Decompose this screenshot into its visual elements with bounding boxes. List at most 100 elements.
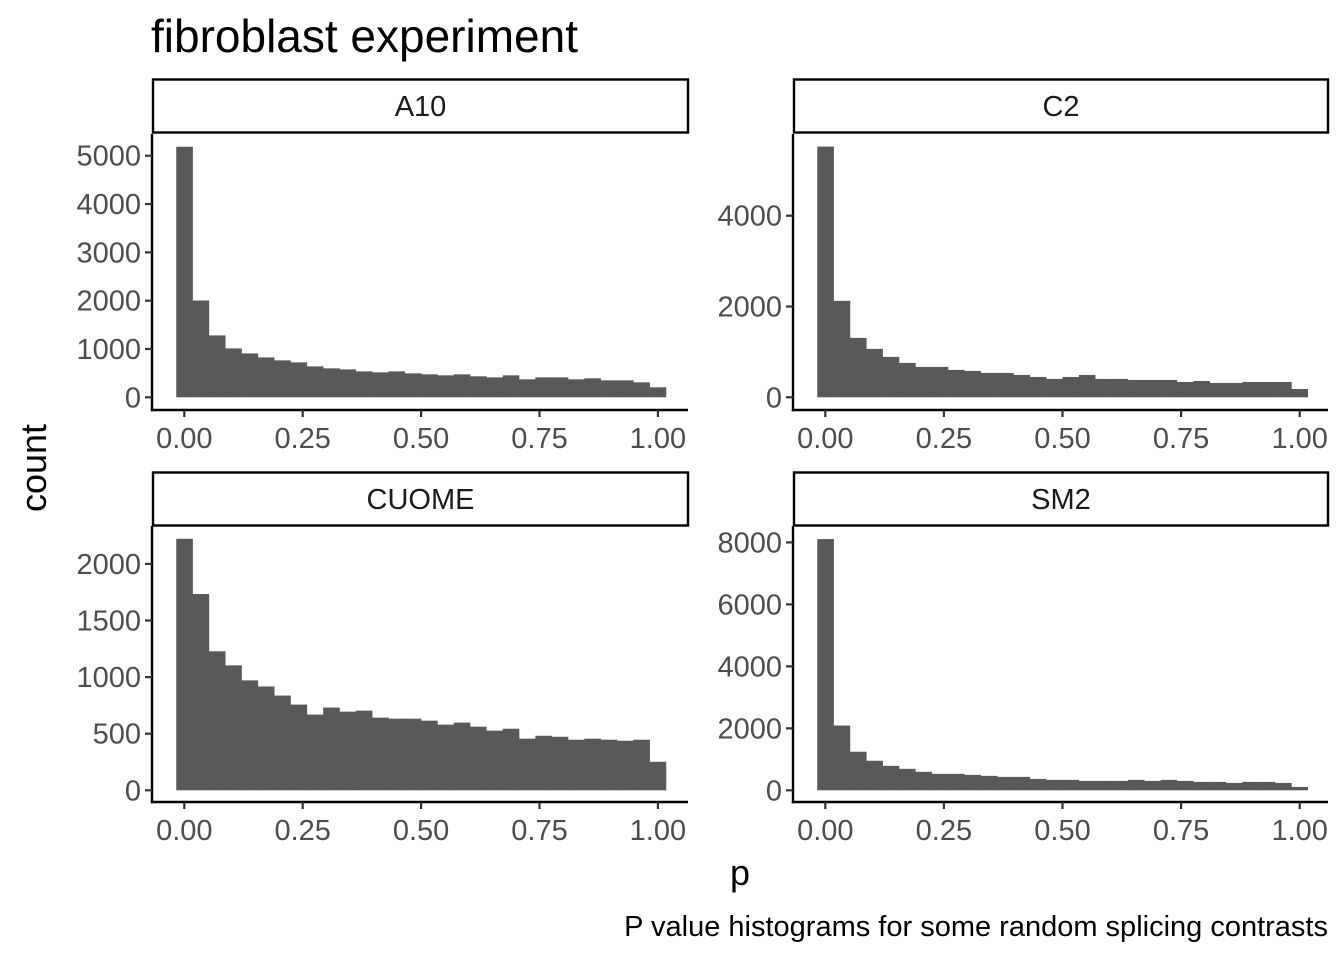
x-tick-label: 0.50	[1034, 423, 1090, 455]
histogram-bar	[980, 775, 998, 791]
histogram-bar	[1111, 378, 1129, 398]
histogram-bar	[421, 374, 438, 398]
histogram-bar	[568, 739, 585, 791]
y-tick-label: 4000	[76, 189, 141, 221]
histogram-bar	[339, 711, 357, 791]
histogram-bar	[519, 379, 536, 398]
histogram-bar	[616, 740, 634, 791]
histogram-bar	[1291, 388, 1309, 398]
facet-strip	[151, 471, 690, 527]
x-tick-label: 0.50	[393, 815, 449, 847]
histogram-bar	[225, 348, 242, 398]
histogram-bar	[257, 357, 275, 398]
facet-strip-label: SM2	[1031, 484, 1091, 516]
histogram-bar	[882, 765, 900, 791]
x-axis-title: p	[730, 852, 750, 893]
histogram-bar	[1127, 779, 1145, 791]
y-tick-label: 0	[766, 382, 782, 414]
histogram-bar	[1226, 382, 1243, 398]
histogram-bar	[355, 371, 373, 398]
histogram-bar	[421, 720, 438, 791]
histogram-bar	[649, 761, 667, 791]
histogram-bar	[931, 366, 949, 398]
histogram-bar	[997, 776, 1014, 791]
histogram-bar	[1291, 786, 1309, 791]
histogram-bar	[1046, 779, 1063, 791]
x-tick-label: 0.25	[274, 423, 330, 455]
y-axis-title: count	[13, 424, 54, 512]
x-tick-label: 0.00	[156, 423, 212, 455]
histogram-bar	[1111, 780, 1129, 791]
histogram-bar	[437, 724, 455, 791]
histogram-bar	[1144, 379, 1161, 398]
histogram-bar	[915, 366, 932, 398]
facet-strip-label: A10	[395, 91, 447, 123]
facet-strip	[792, 471, 1330, 527]
histogram-bar	[1078, 374, 1096, 398]
histogram-bar	[551, 736, 569, 791]
facet-panel-cuome: CUOME 0 500 1000 1500 2000 0.00 0.25 0.50 0.75 1.…	[76, 471, 690, 847]
histogram-bar	[1127, 379, 1145, 398]
histogram-bar	[551, 377, 569, 398]
histogram-bar	[192, 300, 210, 398]
y-tick-label: 500	[93, 719, 141, 751]
x-tick-label: 0.00	[156, 815, 212, 847]
histogram-bar	[290, 362, 308, 398]
x-tick-label: 0.25	[274, 815, 330, 847]
histogram-bar	[997, 372, 1014, 398]
histogram-bar	[437, 375, 455, 398]
histogram-bar	[1144, 780, 1161, 791]
histogram-bar	[355, 710, 373, 791]
histogram-bar	[1078, 780, 1096, 791]
x-tick-label: 0.75	[511, 423, 567, 455]
y-tick-label: 2000	[717, 713, 782, 745]
histogram-bar	[1242, 781, 1260, 791]
histogram-bar	[600, 739, 618, 791]
histogram-bar	[964, 774, 982, 791]
x-tick-label: 0.00	[797, 423, 853, 455]
facet-strip-label: CUOME	[367, 484, 475, 516]
histogram-bar	[849, 751, 867, 791]
histogram-bar	[898, 768, 916, 791]
histogram-bar	[1095, 780, 1112, 791]
histogram-bar	[633, 382, 650, 398]
x-tick-label: 0.50	[1034, 815, 1090, 847]
histogram-bar	[833, 300, 851, 398]
histogram-bar	[616, 380, 634, 398]
histogram-bar	[1062, 779, 1080, 791]
histogram-bar	[866, 348, 883, 398]
histogram-bar	[948, 773, 965, 791]
x-tick-label: 0.75	[511, 815, 567, 847]
histogram-bar	[1258, 781, 1276, 791]
histogram-bar	[306, 366, 324, 398]
histogram-bar	[257, 686, 275, 791]
x-tick-label: 1.00	[630, 423, 686, 455]
histogram-bar	[964, 370, 982, 398]
x-tick-label: 0.25	[916, 423, 972, 455]
histogram-bar	[600, 380, 618, 398]
histogram-bar	[339, 369, 357, 398]
histogram-bar	[931, 773, 949, 791]
x-tick-label: 0.25	[916, 815, 972, 847]
histogram-bar	[1275, 381, 1292, 398]
histogram-bar	[502, 728, 520, 791]
histogram-bar	[1176, 780, 1194, 791]
histogram-bar	[882, 356, 900, 398]
histogram-bar	[1029, 376, 1047, 398]
histogram-bar	[176, 538, 193, 791]
histogram-bar	[470, 376, 487, 398]
histogram-bar	[208, 651, 226, 791]
histogram-bar	[1029, 778, 1047, 791]
histogram-bar	[176, 146, 193, 398]
y-tick-label: 0	[125, 775, 141, 807]
histogram-bar	[274, 360, 291, 398]
y-tick-label: 2000	[717, 292, 782, 324]
histogram-bar	[470, 726, 487, 791]
histogram-bar	[372, 717, 389, 791]
x-tick-label: 0.50	[393, 423, 449, 455]
histogram-bar	[388, 718, 406, 791]
histogram-bar	[1226, 782, 1243, 791]
histogram-bar	[535, 377, 552, 398]
histogram-bar	[372, 372, 389, 398]
y-tick-label: 1000	[76, 662, 141, 694]
